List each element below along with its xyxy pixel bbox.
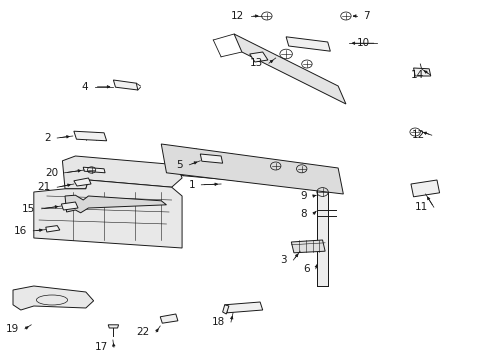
Text: 5: 5	[176, 160, 183, 170]
Polygon shape	[161, 144, 343, 194]
Text: 9: 9	[300, 191, 306, 201]
Text: 7: 7	[363, 11, 369, 21]
Polygon shape	[74, 131, 106, 141]
Polygon shape	[222, 305, 228, 314]
Polygon shape	[112, 160, 319, 188]
Polygon shape	[413, 68, 430, 76]
Text: 20: 20	[45, 168, 58, 178]
Polygon shape	[200, 154, 222, 163]
Polygon shape	[62, 156, 182, 189]
Polygon shape	[285, 37, 330, 51]
Polygon shape	[46, 226, 60, 232]
Text: 16: 16	[14, 226, 27, 236]
Polygon shape	[61, 202, 78, 210]
Polygon shape	[317, 184, 327, 286]
Text: 17: 17	[94, 342, 107, 352]
Text: 11: 11	[413, 202, 427, 212]
Polygon shape	[224, 302, 262, 313]
Polygon shape	[13, 286, 93, 310]
Text: 21: 21	[38, 182, 51, 192]
Text: 8: 8	[300, 209, 306, 219]
Polygon shape	[234, 34, 345, 104]
Polygon shape	[108, 325, 119, 328]
Text: 6: 6	[302, 264, 309, 274]
Text: 12: 12	[231, 11, 244, 21]
Polygon shape	[160, 314, 178, 323]
Polygon shape	[113, 80, 138, 90]
Text: 4: 4	[81, 82, 88, 92]
Polygon shape	[65, 195, 166, 213]
Text: 2: 2	[44, 133, 51, 143]
Polygon shape	[74, 178, 91, 186]
Text: 10: 10	[357, 38, 369, 48]
Polygon shape	[83, 167, 105, 173]
Text: 13: 13	[249, 58, 262, 68]
Text: 19: 19	[5, 324, 19, 334]
Polygon shape	[291, 240, 325, 253]
Polygon shape	[34, 180, 182, 248]
Polygon shape	[249, 52, 267, 62]
Text: 12: 12	[411, 130, 425, 140]
Text: 22: 22	[136, 327, 149, 337]
Text: 15: 15	[22, 204, 35, 214]
Text: 14: 14	[410, 70, 423, 80]
Text: 1: 1	[188, 180, 195, 190]
Text: 18: 18	[211, 317, 224, 327]
Polygon shape	[410, 180, 439, 197]
Text: 3: 3	[280, 255, 286, 265]
